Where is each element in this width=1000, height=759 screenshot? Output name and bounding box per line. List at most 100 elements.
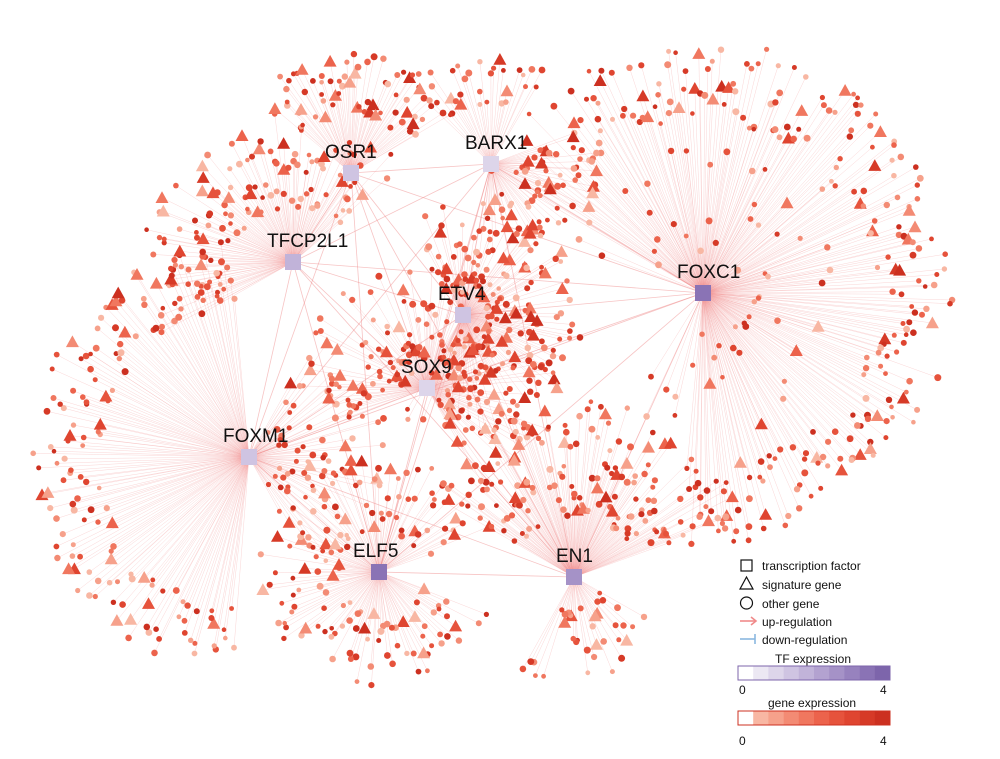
other-gene-node xyxy=(194,234,200,241)
regulation-edge xyxy=(462,314,476,372)
other-gene-node xyxy=(160,588,166,594)
regulation-edge xyxy=(288,167,294,263)
regulation-edge xyxy=(350,106,360,174)
regulation-edge xyxy=(72,456,250,505)
other-gene-node xyxy=(384,652,391,659)
other-gene-node xyxy=(783,123,791,131)
signature-gene-node xyxy=(620,457,634,469)
other-gene-node xyxy=(492,229,500,237)
regulation-edge xyxy=(490,86,537,165)
regulation-edge xyxy=(702,292,914,423)
other-gene-node xyxy=(117,340,124,348)
regulation-edge xyxy=(490,163,540,222)
other-gene-node xyxy=(284,102,291,109)
other-gene-node xyxy=(143,623,151,631)
other-gene-node xyxy=(110,543,117,550)
regulation-edge xyxy=(597,119,704,294)
signature-gene-node xyxy=(896,391,910,404)
signature-gene-node xyxy=(333,369,347,381)
regulation-edge xyxy=(562,185,704,294)
signature-gene-node xyxy=(63,429,77,441)
other-gene-node xyxy=(526,525,533,532)
other-gene-node xyxy=(755,61,761,67)
other-gene-node xyxy=(491,427,498,433)
other-gene-node xyxy=(380,622,387,630)
regulation-edge xyxy=(702,292,750,527)
tf-edge xyxy=(462,163,492,316)
regulation-edge xyxy=(174,259,250,458)
other-gene-node xyxy=(666,540,672,546)
other-gene-node xyxy=(638,511,645,518)
regulation-edge xyxy=(207,154,294,263)
regulation-edge xyxy=(702,138,808,294)
regulation-edge xyxy=(365,342,428,389)
regulation-edge xyxy=(573,576,604,642)
other-gene-node xyxy=(354,63,362,71)
regulation-edge xyxy=(113,456,250,603)
other-gene-node xyxy=(560,506,567,513)
other-gene-node xyxy=(375,272,383,280)
regulation-edge xyxy=(182,456,250,602)
other-gene-node xyxy=(347,656,354,662)
other-gene-node xyxy=(380,415,387,422)
other-gene-node xyxy=(316,582,324,590)
signature-gene-node xyxy=(346,379,360,391)
regulation-edge xyxy=(702,238,801,294)
other-gene-node xyxy=(430,609,437,616)
other-gene-node xyxy=(344,59,350,65)
regulation-edge xyxy=(170,261,294,269)
signature-gene-node xyxy=(41,486,55,498)
other-gene-node xyxy=(646,209,653,216)
other-gene-node xyxy=(903,332,909,338)
other-gene-node xyxy=(359,413,365,419)
signature-gene-node xyxy=(195,159,209,172)
signature-gene-node xyxy=(282,516,296,528)
regulation-edge xyxy=(702,292,814,433)
regulation-edge xyxy=(248,418,384,458)
other-gene-node xyxy=(523,84,528,90)
other-gene-node xyxy=(289,609,295,615)
regulation-edge xyxy=(490,163,565,221)
other-gene-node xyxy=(825,438,832,445)
regulation-edge xyxy=(270,195,294,263)
regulation-edge xyxy=(462,264,525,316)
other-gene-node xyxy=(895,231,903,239)
regulation-edge xyxy=(200,264,250,458)
regulation-edge xyxy=(702,87,729,294)
regulation-edge xyxy=(573,478,598,578)
other-gene-node xyxy=(334,513,341,520)
other-gene-node xyxy=(231,644,237,651)
signature-gene-node xyxy=(725,490,739,503)
regulation-edge xyxy=(292,154,391,263)
other-gene-node xyxy=(528,279,534,286)
other-gene-node xyxy=(699,331,705,337)
other-gene-node xyxy=(330,102,336,108)
regulation-edge xyxy=(702,76,807,294)
signature-gene-node xyxy=(863,442,877,454)
regulation-edge xyxy=(117,456,250,582)
tf-scale-title: TF expression xyxy=(775,652,851,666)
other-gene-node xyxy=(575,172,582,179)
other-gene-node xyxy=(272,473,278,479)
regulation-edge xyxy=(350,94,397,174)
regulation-edge xyxy=(90,368,250,458)
other-gene-node xyxy=(407,269,413,275)
regulation-edge xyxy=(573,516,632,578)
other-gene-node xyxy=(276,442,282,448)
other-gene-node xyxy=(265,481,272,488)
regulation-edge xyxy=(89,456,250,596)
other-gene-node xyxy=(914,406,921,413)
regulation-edge xyxy=(293,571,380,596)
regulation-edge xyxy=(573,576,575,639)
other-gene-node xyxy=(469,425,476,432)
regulation-edge xyxy=(573,401,592,578)
signature-gene-node xyxy=(284,376,298,389)
other-gene-node xyxy=(490,292,496,297)
regulation-edge xyxy=(344,76,352,174)
other-gene-node xyxy=(53,515,60,522)
regulation-edge xyxy=(73,390,250,458)
regulation-edge xyxy=(657,94,704,294)
other-gene-node xyxy=(744,61,750,67)
other-gene-node xyxy=(554,182,562,190)
other-gene-node xyxy=(181,630,188,636)
